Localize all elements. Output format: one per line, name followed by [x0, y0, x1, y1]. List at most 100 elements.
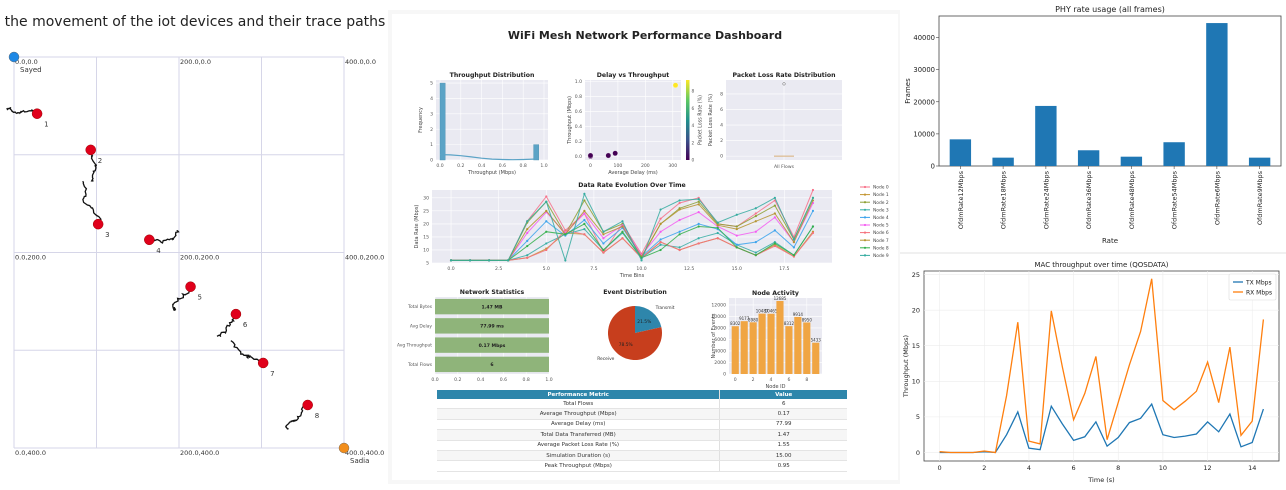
x-tick-label: 2.5 [495, 266, 502, 272]
phy-bar [949, 139, 972, 166]
metric-cell: Average Delay (ms) [437, 419, 721, 431]
mac-throughput-panel: MAC throughput over time (QOSDATA) 0 2 4 6 8 1… [900, 252, 1286, 486]
series-point [564, 229, 567, 232]
x-axis-label: Node ID [766, 384, 786, 390]
x-tick-label: 8 [1116, 464, 1120, 472]
scatter-point [605, 152, 612, 159]
series-point [583, 212, 586, 215]
x-tick-label: OfdmRate48Mbps [1128, 170, 1136, 229]
series-point [678, 246, 681, 249]
legend-marker [863, 223, 867, 227]
throughput-hist-plot-area [436, 80, 548, 160]
legend-marker [863, 201, 867, 204]
series-point [583, 233, 586, 236]
activity-bar [758, 313, 766, 374]
delay-scatter-plot-area [585, 80, 681, 160]
y-tick-label: 10000 [711, 314, 726, 320]
series-point [564, 233, 567, 236]
series-point [811, 209, 815, 212]
x-axis-label: Throughput (Mbps) [467, 170, 516, 176]
stat-bar [435, 298, 549, 315]
x-tick-label: All Flows [774, 164, 795, 170]
bar-value-label: 9177 [739, 316, 750, 321]
series-point [545, 230, 548, 233]
pie-slice-label: Receive [597, 356, 614, 362]
series-point [583, 228, 586, 231]
value-cell: 1.47 [719, 429, 847, 441]
scatter-point [672, 82, 679, 88]
x-tick-label: OfdmRate9Mbps [1256, 170, 1264, 225]
y-tick-label: 4 [720, 123, 723, 129]
legend-label: Node 9 [873, 253, 889, 259]
y-tick-label: 20 [912, 306, 920, 314]
trace-path [230, 340, 264, 364]
node-id-label: 1 [44, 121, 48, 129]
iot-node-marker [257, 357, 269, 369]
y-axis-label: Frequency [418, 107, 424, 133]
table-row: Average Delay (ms) 77.99 [437, 419, 847, 431]
series-point [773, 212, 776, 215]
y-tick-label: 10 [423, 248, 429, 254]
series-point [545, 200, 548, 203]
series-point [811, 225, 815, 228]
bar-value-label: 8980 [748, 317, 759, 322]
series-point [640, 259, 643, 262]
table-row: Total Data Transferred (MB) 1.47 [437, 429, 847, 441]
y-tick-label: 25 [912, 271, 920, 279]
grid-coordinate-label: 400.0,400.0 [345, 449, 384, 457]
stat-category-label: Avg Delay [410, 323, 433, 329]
series-point [697, 222, 700, 225]
kde-line [439, 154, 539, 161]
x-tick-label: 0.6 [499, 163, 506, 169]
series-point [659, 222, 662, 225]
series-point [602, 230, 605, 233]
series-point [754, 212, 757, 215]
series-point [526, 231, 529, 235]
stat-category-label: Total Flows [407, 362, 433, 368]
bar-value-label: 9914 [793, 312, 804, 317]
node-activity-title: Node Activity [752, 290, 799, 297]
series-point [792, 246, 796, 249]
series-point [545, 209, 548, 212]
y-tick-label: 0 [430, 158, 433, 164]
x-tick-label: OfdmRate36Mbps [1085, 170, 1093, 229]
y-tick-label: 0 [916, 449, 920, 457]
series-point [621, 225, 624, 228]
iot-node-marker [230, 308, 242, 320]
grid-coordinate-label: 200.0,400.0 [180, 449, 219, 457]
x-tick-label: 2 [982, 464, 986, 472]
pie-percent-label: 78.5% [619, 342, 633, 348]
phy-bar [1120, 156, 1143, 166]
grid-coordinate-label: 0.0,0.0 [15, 58, 38, 66]
table-row: Simulation Duration (s) 15.00 [437, 450, 847, 462]
y-tick-label: 0.6 [575, 109, 582, 115]
y-tick-label: 15 [912, 342, 920, 350]
phy-bar [1035, 105, 1057, 166]
y-tick-label: 12000 [711, 303, 726, 309]
series-point [754, 241, 757, 244]
activity-bar [785, 326, 793, 374]
series-point [754, 207, 757, 210]
mac-throughput-chart: MAC throughput over time (QOSDATA) 0 2 4 6 8 1… [902, 261, 1280, 484]
y-axis-label: Packet Loss Rate (%) [708, 94, 714, 146]
legend-label: Node 8 [873, 245, 889, 251]
y-axis-label: Throughput (Mbps) [567, 96, 573, 145]
series-point [678, 199, 681, 202]
bar-value-label: 5433 [811, 338, 822, 343]
x-tick-label: 0.8 [523, 377, 530, 383]
series-point [754, 230, 757, 233]
node-id-label: 8 [315, 412, 319, 420]
series-point [621, 237, 624, 240]
iot-node-marker [144, 234, 155, 246]
series-point [735, 246, 738, 249]
series-point [792, 238, 796, 241]
network-statistics-title: Network Statistics [460, 289, 525, 296]
series-point [545, 220, 548, 223]
box-outlier-point [782, 82, 786, 86]
legend-label: Node 1 [873, 192, 889, 198]
series-point [735, 243, 738, 246]
dashboard-figure: WiFi Mesh Network Performance Dashboard … [392, 14, 898, 480]
series-point [773, 229, 776, 232]
series-point [583, 192, 586, 196]
metric-cell: Total Data Transferred (MB) [437, 429, 721, 441]
